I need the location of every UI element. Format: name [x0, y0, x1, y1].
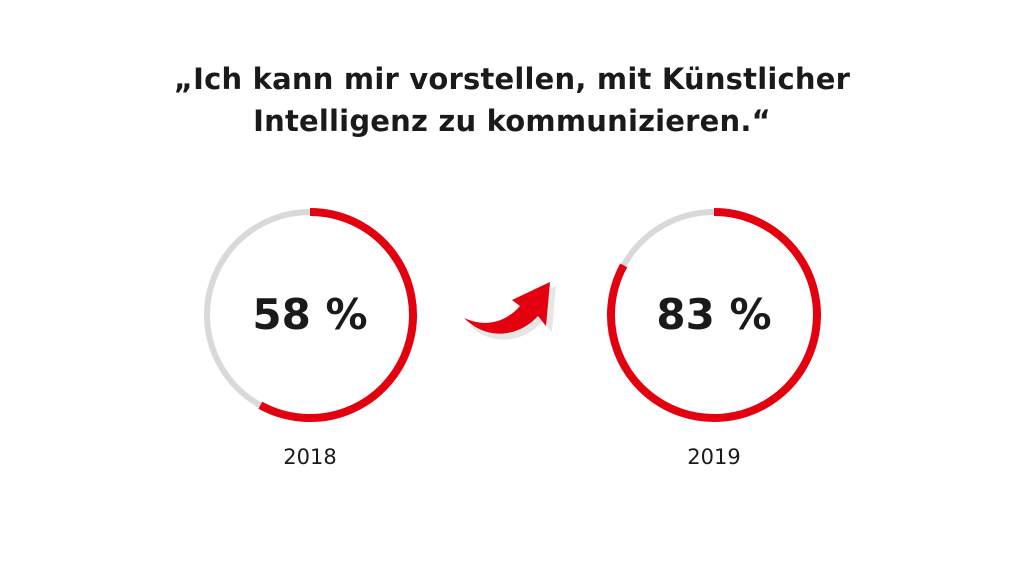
donut-svg-2018 [204, 208, 417, 422]
donut-svg-2019 [607, 208, 821, 422]
chart-title: „Ich kann mir vorstellen, mit Künstliche… [0, 58, 1024, 142]
donut-chart-2019: 83 % [604, 205, 824, 425]
donut-chart-2018: 58 % [200, 205, 420, 425]
donut-arc-2018 [258, 208, 417, 422]
donut-value-2018: 58 % [252, 290, 368, 339]
chart-title-line-1: „Ich kann mir vorstellen, mit Künstliche… [173, 62, 851, 96]
chart-title-line-2: Intelligenz zu kommunizieren.“ [253, 104, 771, 138]
curved-up-right-arrow-icon [464, 282, 556, 340]
year-label-2018: 2018 [283, 445, 337, 469]
arrow-body [464, 282, 550, 334]
donut-value-2019: 83 % [656, 290, 772, 339]
donut-arc-2019 [607, 208, 821, 422]
year-label-2019: 2019 [687, 445, 741, 469]
